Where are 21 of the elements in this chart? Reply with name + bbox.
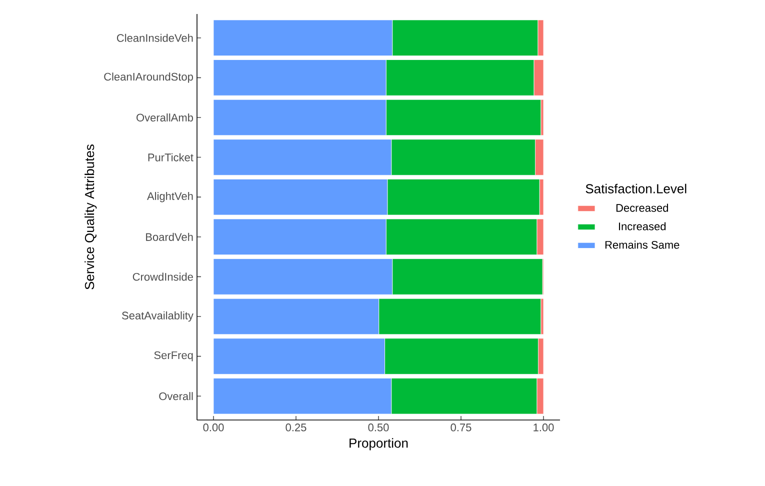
legend-label: Decreased (616, 204, 668, 212)
x-tick-label: 0.00 (203, 424, 224, 432)
legend-title: Satisfaction.Level (586, 184, 686, 194)
y-tick-label: Overall (159, 392, 193, 400)
legend-label: Remains Same (605, 240, 680, 249)
y-tick-label: CleanInsideVeh (116, 34, 193, 42)
y-tick-label: CleanIAroundStop (104, 72, 193, 83)
y-tick-label: BoardVeh (146, 232, 193, 241)
x-tick-label: 0.50 (368, 424, 389, 432)
y-tick-label: SeatAvailablity (122, 311, 194, 322)
y-axis-title: Service Quality Attributes (84, 144, 97, 290)
x-tick-label: 0.25 (286, 424, 306, 432)
y-tick-label: CrowdInside (132, 272, 193, 281)
y-tick-label: SerFreq (154, 351, 193, 362)
y-tick-label: PurTicket (148, 153, 194, 162)
y-tick-label: OverallAmb (136, 113, 193, 122)
x-tick-label: 0.75 (450, 424, 472, 432)
legend-label: Increased (619, 222, 666, 230)
x-tick-label: 1.00 (534, 424, 554, 432)
x-axis-title: Proportion (350, 438, 408, 450)
y-tick-label: AlightVeh (147, 192, 193, 202)
